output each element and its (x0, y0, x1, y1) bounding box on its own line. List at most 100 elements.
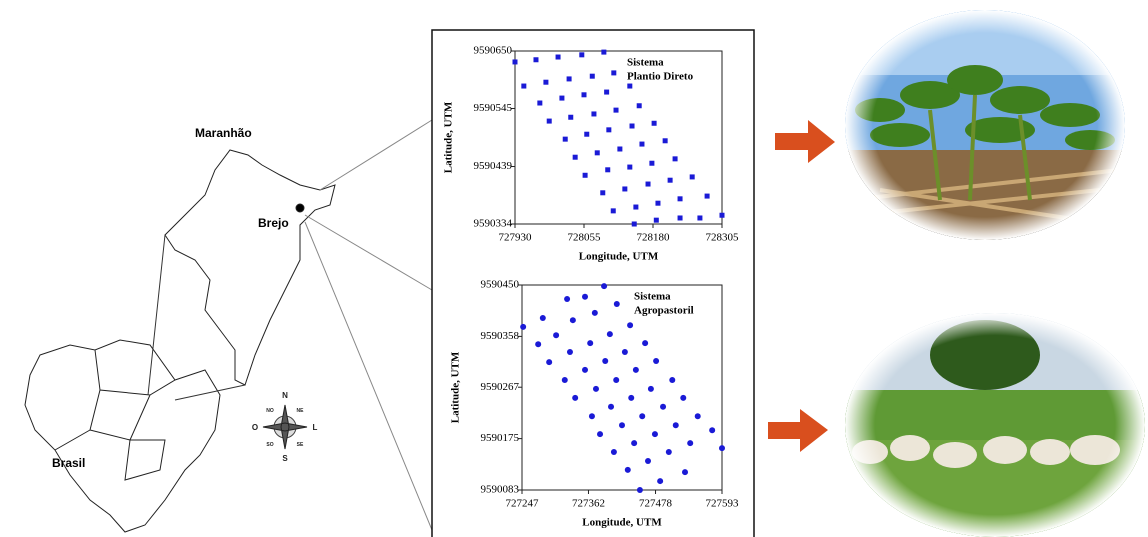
point (537, 101, 542, 106)
point (631, 440, 637, 446)
point (605, 167, 610, 172)
point (666, 449, 672, 455)
point (611, 449, 617, 455)
point (606, 127, 611, 132)
site-marker (296, 204, 304, 212)
site-label: Brejo (258, 216, 289, 230)
point (652, 431, 658, 437)
point (645, 458, 651, 464)
point (705, 194, 710, 199)
point (602, 358, 608, 364)
point (657, 478, 663, 484)
point (595, 150, 600, 155)
point (591, 111, 596, 116)
point (614, 301, 620, 307)
point (678, 196, 683, 201)
x-tick-label: 728305 (706, 232, 740, 244)
point (600, 190, 605, 195)
photo-soybean (840, 5, 1140, 250)
point (632, 222, 637, 227)
y-tick-label: 9590450 (481, 279, 520, 291)
compass-label: SE (297, 442, 304, 448)
point (584, 132, 589, 137)
y-tick-label: 9590334 (474, 218, 513, 230)
point (678, 215, 683, 220)
map (25, 120, 432, 532)
maranhao-outline (165, 150, 335, 385)
brazil-outline (25, 340, 220, 532)
point (652, 121, 657, 126)
y-axis-label: Latitude, UTM (450, 351, 462, 423)
point (619, 422, 625, 428)
point (682, 469, 688, 475)
figure: Maranhão Brejo Brasil N S L O NE NO SE S… (0, 0, 1148, 537)
point (617, 146, 622, 151)
y-tick-label: 9590358 (481, 330, 520, 342)
point (663, 138, 668, 143)
y-tick-label: 9590439 (474, 160, 513, 172)
zoom-line (148, 235, 245, 400)
point (582, 92, 587, 97)
point (622, 186, 627, 191)
y-tick-label: 9590650 (474, 45, 513, 57)
point (614, 108, 619, 113)
compass-label: S (282, 454, 288, 463)
compass-label: NO (266, 408, 274, 414)
x-axis-label: Longitude, UTM (579, 251, 659, 263)
y-tick-label: 9590545 (474, 102, 513, 114)
point (637, 103, 642, 108)
state-label: Maranhão (195, 126, 252, 140)
point (639, 142, 644, 147)
point (608, 404, 614, 410)
point (627, 165, 632, 170)
compass-label: SO (266, 442, 273, 448)
point (642, 340, 648, 346)
point (611, 70, 616, 75)
x-tick-label: 727593 (706, 498, 740, 510)
photo-sheep (840, 310, 1148, 537)
point (592, 310, 598, 316)
compass-label: L (313, 423, 318, 432)
point (633, 205, 638, 210)
point (601, 50, 606, 55)
point (653, 358, 659, 364)
point (579, 52, 584, 57)
point (622, 349, 628, 355)
point (709, 427, 715, 433)
x-tick-label: 727247 (506, 498, 540, 510)
point (535, 341, 541, 347)
point (570, 317, 576, 323)
point (567, 76, 572, 81)
point (546, 359, 552, 365)
point (720, 213, 725, 218)
compass-label: N (282, 391, 288, 400)
point (590, 74, 595, 79)
compass-label: NE (297, 408, 305, 414)
point (521, 84, 526, 89)
point (556, 55, 561, 60)
point (563, 137, 568, 142)
y-tick-label: 9590083 (481, 484, 520, 496)
y-tick-label: 9590175 (481, 432, 520, 444)
point (628, 395, 634, 401)
country-label: Brasil (52, 456, 85, 470)
point (625, 467, 631, 473)
point (613, 377, 619, 383)
compass-label: O (252, 423, 258, 432)
point (567, 349, 573, 355)
arrow (775, 120, 835, 163)
point (649, 161, 654, 166)
point (654, 218, 659, 223)
point (695, 413, 701, 419)
point (533, 57, 538, 62)
point (639, 413, 645, 419)
arrow (768, 409, 828, 452)
point (607, 331, 613, 337)
point (680, 395, 686, 401)
point (648, 386, 654, 392)
point (719, 445, 725, 451)
point (660, 404, 666, 410)
x-tick-label: 727478 (639, 498, 673, 510)
point (637, 487, 643, 493)
x-tick-label: 728180 (637, 232, 671, 244)
